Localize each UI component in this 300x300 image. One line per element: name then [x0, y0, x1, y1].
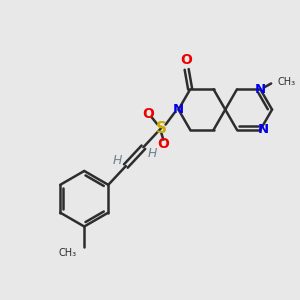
Text: O: O	[143, 107, 154, 122]
Text: O: O	[157, 136, 169, 151]
Text: H: H	[148, 147, 157, 160]
Text: N: N	[255, 83, 266, 96]
Text: N: N	[173, 103, 184, 116]
Text: S: S	[155, 121, 167, 136]
Text: H: H	[113, 154, 122, 167]
Text: O: O	[181, 53, 193, 67]
Text: CH₃: CH₃	[59, 248, 77, 258]
Text: N: N	[258, 123, 269, 136]
Text: CH₃: CH₃	[278, 77, 296, 87]
